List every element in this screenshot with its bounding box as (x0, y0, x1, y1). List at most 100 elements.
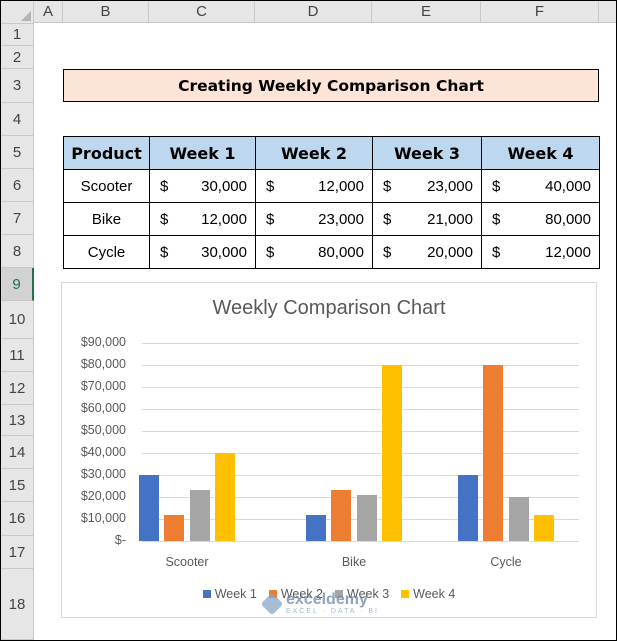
product-cell[interactable]: Scooter (63, 169, 150, 203)
y-axis-tick-label: $90,000 (80, 335, 126, 349)
currency-symbol: $ (160, 177, 169, 195)
y-axis-tick-label: $10,000 (80, 511, 126, 525)
value-cell[interactable]: $12,000 (149, 202, 256, 236)
header-week-2[interactable]: Week 2 (255, 136, 373, 170)
row-header-9[interactable]: 9 (1, 268, 34, 301)
value-cell[interactable]: $21,000 (372, 202, 482, 236)
gridline (142, 387, 579, 388)
legend-label: Week 2 (280, 587, 323, 601)
y-axis-tick-label: $50,000 (80, 423, 126, 437)
currency-symbol: $ (266, 210, 275, 228)
legend-item[interactable]: Week 3 (335, 587, 389, 601)
bar-cycle-week-1[interactable] (458, 475, 478, 541)
value-cell[interactable]: $23,000 (372, 169, 482, 203)
currency-symbol: $ (383, 243, 392, 261)
y-axis-tick-label: $70,000 (80, 379, 126, 393)
header-week-3[interactable]: Week 3 (372, 136, 482, 170)
bar-bike-week-3[interactable] (357, 494, 377, 541)
table-row: Bike $12,000 $23,000 $21,000 $80,000 (63, 202, 600, 236)
table-row: Scooter $30,000 $12,000 $23,000 $40,000 (63, 169, 600, 203)
row-header-17[interactable]: 17 (1, 536, 34, 569)
chart-legend[interactable]: Week 1 Week 2 Week 3 Week 4 (62, 587, 596, 601)
bar-bike-week-1[interactable] (306, 514, 326, 541)
row-header-11[interactable]: 11 (1, 339, 34, 372)
y-axis-tick-label: $80,000 (80, 357, 126, 371)
product-cell[interactable]: Cycle (63, 235, 150, 269)
value-cell[interactable]: $20,000 (372, 235, 482, 269)
watermark-sub-text: EXCEL · DATA · BI (286, 608, 379, 615)
legend-item[interactable]: Week 1 (202, 587, 257, 601)
value-cell[interactable]: $80,000 (481, 202, 600, 236)
table-header-row: Product Week 1 Week 2 Week 3 Week 4 (63, 136, 600, 170)
row-header-5[interactable]: 5 (1, 136, 34, 169)
value-amount: 80,000 (545, 210, 591, 228)
sheet-title-cell[interactable]: Creating Weekly Comparison Chart (63, 69, 599, 102)
legend-swatch (335, 590, 343, 598)
value-amount: 20,000 (427, 243, 473, 261)
y-axis-tick-label: $20,000 (80, 489, 126, 503)
legend-item[interactable]: Week 4 (401, 587, 455, 601)
currency-symbol: $ (160, 210, 169, 228)
exceldemy-logo-icon (260, 592, 284, 615)
value-cell[interactable]: $12,000 (481, 235, 600, 269)
value-cell[interactable]: $12,000 (255, 169, 373, 203)
product-cell[interactable]: Bike (63, 202, 150, 236)
bar-scooter-week-4[interactable] (215, 453, 235, 541)
y-axis-tick-label: $40,000 (80, 445, 126, 459)
weekly-comparison-chart[interactable]: Weekly Comparison Chart $- $10,000 $20,000… (61, 282, 597, 618)
gridline (142, 475, 579, 476)
header-product[interactable]: Product (63, 136, 150, 170)
gridline (142, 365, 579, 366)
currency-symbol: $ (492, 177, 501, 195)
row-header-12[interactable]: 12 (1, 372, 34, 405)
value-cell[interactable]: $23,000 (255, 202, 373, 236)
value-amount: 23,000 (318, 210, 364, 228)
row-header-2[interactable]: 2 (1, 46, 34, 69)
row-header-4[interactable]: 4 (1, 103, 34, 136)
watermark-main-text: exceldemy (286, 591, 368, 608)
header-week-4[interactable]: Week 4 (481, 136, 600, 170)
currency-symbol: $ (383, 177, 392, 195)
column-header-f[interactable]: F (481, 1, 599, 23)
bar-cycle-week-4[interactable] (534, 514, 554, 541)
bar-bike-week-4[interactable] (382, 365, 402, 541)
column-header-b[interactable]: B (63, 1, 149, 23)
row-header-15[interactable]: 15 (1, 469, 34, 502)
row-header-3[interactable]: 3 (1, 69, 34, 103)
value-cell[interactable]: $80,000 (255, 235, 373, 269)
row-header-18[interactable]: 18 (1, 569, 34, 640)
value-cell[interactable]: $30,000 (149, 169, 256, 203)
bar-cycle-week-2[interactable] (483, 365, 503, 541)
column-header-a[interactable]: A (34, 1, 63, 23)
bar-bike-week-2[interactable] (331, 490, 351, 541)
row-header-14[interactable]: 14 (1, 436, 34, 469)
column-header-next (599, 1, 616, 23)
row-header-1[interactable]: 1 (1, 24, 34, 46)
row-header-10[interactable]: 10 (1, 301, 34, 339)
select-all-corner[interactable] (1, 1, 34, 24)
y-axis-tick-label: $30,000 (80, 467, 126, 481)
header-week-1[interactable]: Week 1 (149, 136, 256, 170)
row-header-16[interactable]: 16 (1, 502, 34, 536)
value-cell[interactable]: $30,000 (149, 235, 256, 269)
legend-swatch (401, 590, 410, 598)
legend-swatch (202, 590, 211, 598)
row-header-6[interactable]: 6 (1, 169, 34, 202)
bar-scooter-week-2[interactable] (164, 514, 184, 541)
value-amount: 21,000 (427, 210, 473, 228)
column-header-e[interactable]: E (372, 1, 481, 23)
column-header-d[interactable]: D (255, 1, 372, 23)
bar-scooter-week-1[interactable] (139, 475, 159, 541)
column-header-c[interactable]: C (149, 1, 255, 23)
value-cell[interactable]: $40,000 (481, 169, 600, 203)
legend-label: Week 4 (413, 587, 456, 601)
bar-scooter-week-3[interactable] (190, 490, 210, 541)
value-amount: 23,000 (427, 177, 473, 195)
row-header-7[interactable]: 7 (1, 202, 34, 235)
row-header-8[interactable]: 8 (1, 235, 34, 268)
gridline (142, 431, 579, 432)
chart-title[interactable]: Weekly Comparison Chart (212, 297, 446, 319)
row-header-13[interactable]: 13 (1, 405, 34, 436)
bar-cycle-week-3[interactable] (509, 497, 529, 541)
x-axis-category-label: Bike (341, 555, 367, 569)
